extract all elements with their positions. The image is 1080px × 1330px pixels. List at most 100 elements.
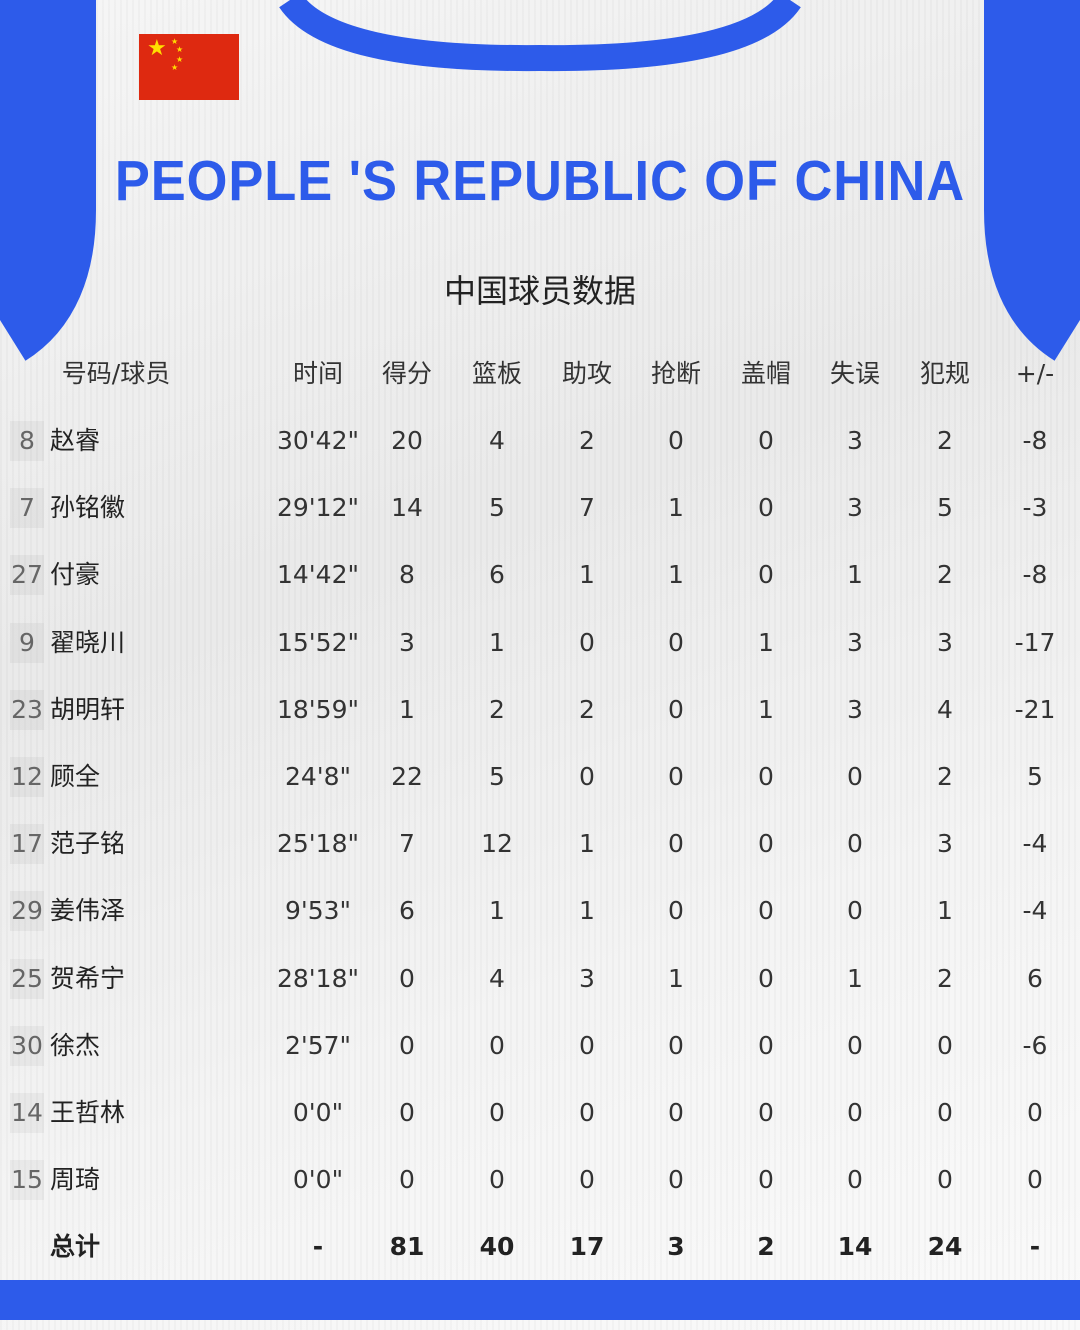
stat-cell: 0 [399, 1098, 415, 1127]
stat-cell: 15'52" [277, 627, 359, 657]
total-row: 总计 - 81 40 17 3 2 14 24 - [0, 1227, 1080, 1267]
stat-cell: 0 [847, 1030, 863, 1060]
stat-cell: 0 [847, 762, 863, 791]
stat-cell: 0 [668, 829, 684, 859]
jersey-number: 8 [10, 421, 44, 461]
stat-cell: 0 [937, 1098, 953, 1127]
stat-cell: 3 [937, 829, 953, 859]
stat-cell: -4 [1022, 829, 1048, 859]
table-row: 7 孙铭徽 29'12" 14 5 7 1 0 3 5 -3 [0, 488, 1080, 529]
player-name: 王哲林 [50, 1098, 126, 1127]
stat-cell: 5 [489, 762, 505, 791]
stat-cell: 9'53" [284, 896, 352, 926]
stat-cell: 1 [758, 694, 774, 724]
jersey-number: 25 [10, 958, 44, 999]
column-header: 失误 [829, 359, 881, 388]
stat-cell: 0 [758, 963, 774, 993]
stat-cell: 0 [489, 1165, 505, 1195]
stat-cell: 0 [668, 694, 684, 724]
column-header: 抢断 [650, 359, 702, 388]
total-cell: 81 [389, 1232, 425, 1262]
player-name: 姜伟泽 [50, 896, 126, 926]
total-cell: 24 [927, 1232, 963, 1262]
stat-cell: 2 [937, 963, 953, 993]
stat-cell: 3 [847, 493, 863, 523]
stat-cell: 0 [579, 1030, 595, 1060]
headline: PEOPLE 'S REPUBLIC OF CHINA [114, 149, 966, 213]
stat-cell: -6 [1022, 1030, 1048, 1060]
stat-cell: 3 [847, 627, 863, 657]
stat-cell: -4 [1022, 896, 1048, 926]
stat-cell: -8 [1022, 426, 1048, 455]
player-name: 范子铭 [50, 829, 126, 859]
stat-cell: 25'18" [277, 829, 359, 859]
stat-cell: 0'0" [292, 1165, 344, 1195]
stat-cell: 2 [937, 426, 953, 455]
stat-cell: 3 [579, 963, 595, 993]
stat-cell: -3 [1022, 493, 1048, 523]
stat-cell: 1 [668, 963, 684, 993]
column-header: 时间 [292, 359, 344, 388]
stat-cell: -17 [1014, 627, 1056, 657]
player-name: 顾全 [50, 762, 101, 791]
stat-cell: 18'59" [277, 694, 359, 724]
player-name: 徐杰 [50, 1030, 101, 1060]
stat-cell: 12 [481, 829, 513, 859]
stat-cell: 28'18" [277, 963, 359, 993]
table-row: 30 徐杰 2'57" 0 0 0 0 0 0 0 -6 [0, 1025, 1080, 1066]
table-row: 25 贺希宁 28'18" 0 4 3 1 0 1 2 6 [0, 958, 1080, 999]
stat-cell: 0 [399, 1030, 415, 1060]
column-header: 助攻 [561, 359, 613, 388]
jersey-number: 15 [10, 1160, 44, 1201]
stat-cell: 0 [758, 493, 774, 523]
column-header-player: 号码/球员 [61, 359, 171, 388]
total-cell: 2 [757, 1232, 775, 1262]
stat-cell: 2 [937, 762, 953, 791]
stat-cell: 0 [847, 829, 863, 859]
stat-cell: 0 [758, 896, 774, 926]
jersey-number: 17 [10, 824, 44, 865]
stat-cell: 29'12" [277, 493, 359, 523]
stat-cell: 6 [1027, 963, 1043, 993]
stat-cell: 1 [668, 560, 684, 590]
player-name: 周琦 [50, 1165, 101, 1195]
stat-cell: 5 [489, 493, 505, 523]
stat-cell: 4 [937, 694, 953, 724]
stat-cell: 0 [937, 1030, 953, 1060]
stat-cell: 20 [391, 426, 423, 455]
stat-cell: 0 [758, 560, 774, 590]
stat-cell: 1 [847, 560, 863, 590]
stat-cell: 0 [489, 1030, 505, 1060]
stat-cell: 0 [668, 896, 684, 926]
stat-cell: 0 [668, 627, 684, 657]
stat-cell: 0 [758, 829, 774, 859]
player-name: 贺希宁 [50, 963, 126, 993]
stat-cell: 0 [668, 762, 684, 791]
stat-cell: 1 [758, 627, 774, 657]
table-row: 23 胡明轩 18'59" 1 2 2 0 1 3 4 -21 [0, 689, 1080, 730]
jersey-number: 29 [10, 891, 44, 932]
stat-cell: 5 [937, 493, 953, 523]
flag-star-icon: ★ [176, 55, 184, 64]
player-name: 胡明轩 [50, 694, 126, 724]
total-cell: - [312, 1232, 324, 1262]
jersey-number: 30 [10, 1025, 44, 1066]
stat-cell: 0 [847, 1098, 863, 1127]
bottom-band [0, 1280, 1080, 1320]
stat-cell: 30'42" [277, 426, 359, 455]
china-flag: ★ ★ ★ ★ ★ [139, 34, 239, 100]
stat-cell: 14'42" [277, 560, 359, 590]
jersey-number: 23 [10, 689, 44, 730]
jersey-number: 12 [10, 757, 44, 797]
stat-cell: 0 [579, 1165, 595, 1195]
right-armhole-trim [984, 0, 1080, 361]
stat-cell: 3 [937, 627, 953, 657]
player-name: 孙铭徽 [50, 493, 126, 523]
column-header: 篮板 [471, 359, 523, 388]
stat-cell: 3 [399, 627, 415, 657]
flag-big-star-icon: ★ [147, 36, 167, 61]
stat-cell: 7 [399, 829, 415, 859]
stat-cell: 22 [391, 762, 423, 791]
stat-cell: 0 [1027, 1098, 1043, 1127]
